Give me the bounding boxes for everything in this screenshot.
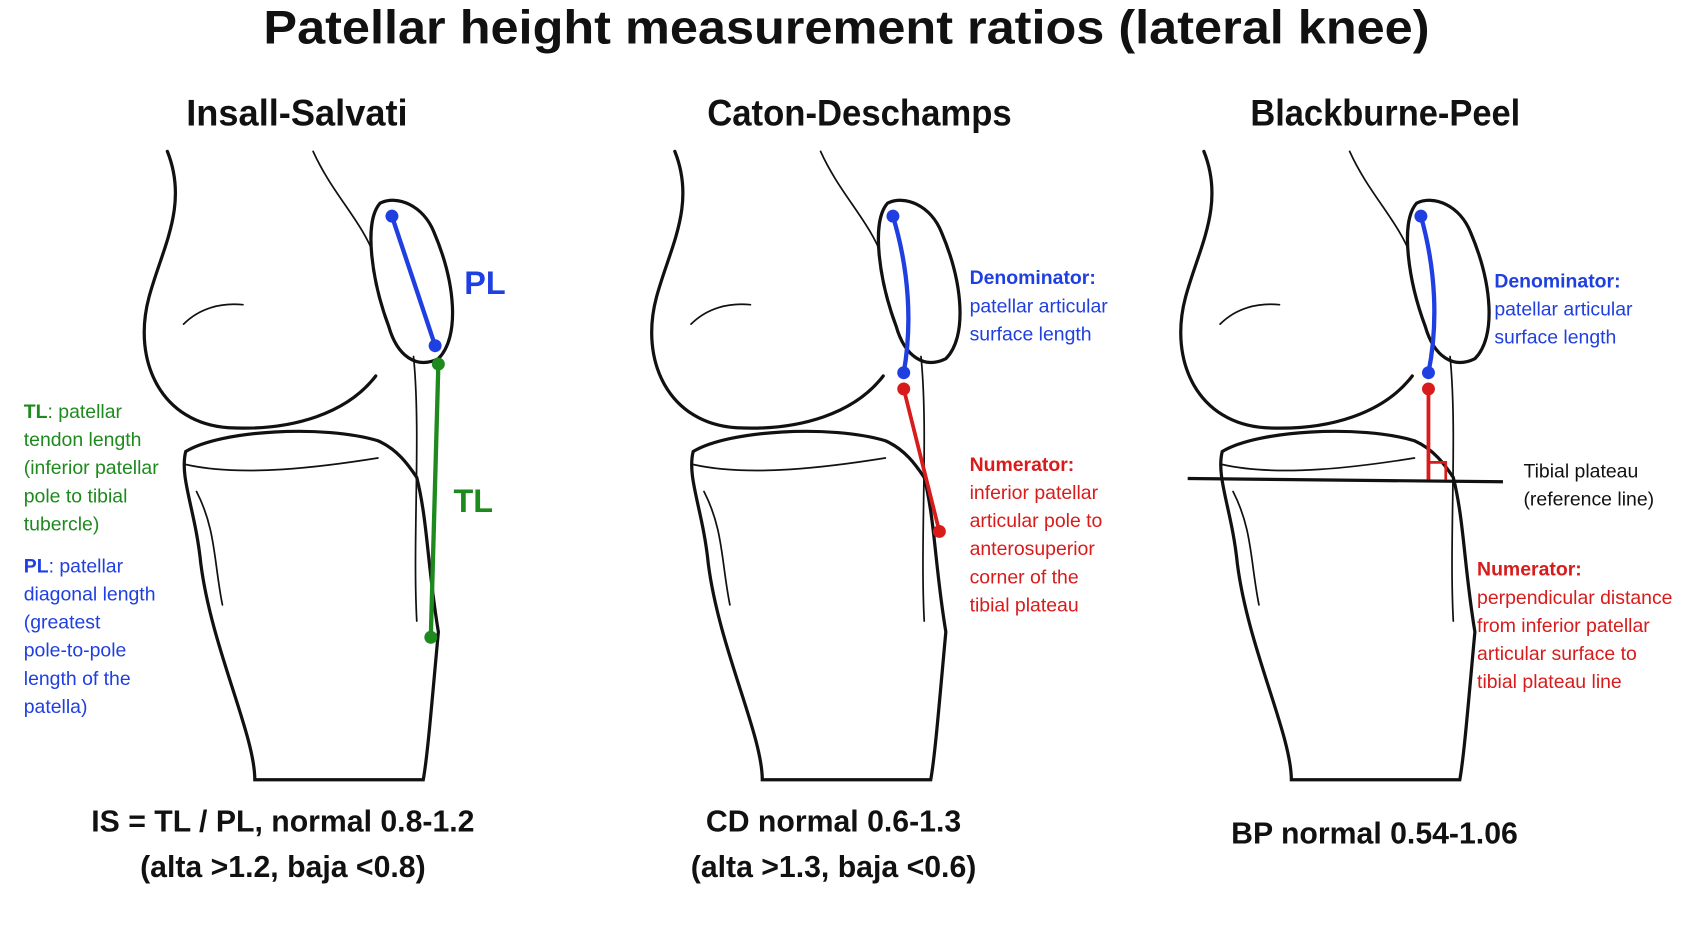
note-line: Tibial plateau <box>1523 460 1638 482</box>
knee-drawing <box>1179 149 1491 782</box>
pl-note: PL: patellar diagonal length (greatest pole… <box>24 555 156 717</box>
note-line: articular pole to <box>970 510 1103 532</box>
note-line: anterosuperior <box>970 538 1096 560</box>
note-line: tendon length <box>24 429 142 451</box>
point <box>1421 366 1435 380</box>
note-line: length of the <box>24 668 131 690</box>
knee-drawing <box>142 149 455 782</box>
right-angle <box>1428 460 1448 480</box>
denominator-note: Denominator: patellar articular surface le… <box>970 267 1109 345</box>
point <box>428 339 442 353</box>
numerator-note: Numerator: perpendicular distance from inf… <box>1477 559 1672 693</box>
note-line: patella) <box>24 696 88 718</box>
panel-heading: Caton-Deschamps <box>707 92 1011 133</box>
numerator-note: Numerator: inferior patellar articular pol… <box>970 454 1103 616</box>
note-line: PL: patellar <box>24 555 124 577</box>
pl-label: PL <box>464 265 505 301</box>
point <box>897 366 911 380</box>
note-line: corner of the <box>970 566 1079 588</box>
knee-drawing <box>650 149 962 782</box>
point <box>897 382 911 396</box>
note-line: pole to tibial <box>24 485 128 507</box>
note-line: surface length <box>1494 327 1616 349</box>
point <box>385 209 399 223</box>
point <box>932 524 946 538</box>
panel-heading: Insall-Salvati <box>186 92 407 133</box>
pl-line <box>890 215 911 374</box>
formula: (alta >1.3, baja <0.6) <box>691 851 977 884</box>
note-line: patellar articular <box>970 295 1109 317</box>
note-line: Denominator: <box>970 267 1096 289</box>
note-line: pole-to-pole <box>24 640 127 662</box>
note-line: surface length <box>970 323 1092 345</box>
note-line: perpendicular distance <box>1477 587 1672 609</box>
denominator-note: Denominator: patellar articular surface le… <box>1494 270 1633 348</box>
title: Patellar height measurement ratios (late… <box>263 1 1429 54</box>
pl-line <box>389 215 438 347</box>
note-term: TL <box>24 401 48 423</box>
formula: CD normal 0.6-1.3 <box>706 806 961 839</box>
note-line: TL: patellar <box>24 401 123 423</box>
note-term: PL <box>24 555 49 577</box>
tl-line <box>428 364 441 638</box>
note-text: : patellar <box>47 401 122 423</box>
note-line: tubercle) <box>24 513 100 535</box>
tl-label: TL <box>453 483 493 519</box>
point <box>1414 209 1428 223</box>
cd-line <box>901 388 942 532</box>
point <box>424 630 438 644</box>
note-line: Numerator: <box>970 454 1075 476</box>
note-line: diagonal length <box>24 584 156 606</box>
formula: IS = TL / PL, normal 0.8-1.2 <box>91 806 474 839</box>
note-line: Denominator: <box>1494 270 1620 292</box>
formula: BP normal 0.54-1.06 <box>1231 817 1518 850</box>
note-text: : patellar <box>49 555 124 577</box>
note-line: from inferior patellar <box>1477 615 1650 637</box>
note-line: (inferior patellar <box>24 457 159 479</box>
note-line: tibial plateau line <box>1477 671 1622 693</box>
formula: (alta >1.2, baja <0.8) <box>140 851 426 884</box>
note-line: (greatest <box>24 612 101 634</box>
point <box>431 357 445 371</box>
plateau-line <box>1187 476 1503 484</box>
point <box>886 209 900 223</box>
note-line: patellar articular <box>1494 298 1633 320</box>
note-line: Numerator: <box>1477 559 1582 581</box>
note-line: articular surface to <box>1477 643 1637 665</box>
tl-note: TL: patellar tendon length (inferior patel… <box>24 401 159 535</box>
pl-line <box>1418 215 1437 374</box>
note-line: tibial plateau <box>970 594 1079 616</box>
note-line: (reference line) <box>1523 489 1654 511</box>
point <box>1421 382 1435 396</box>
plateau-note: Tibial plateau (reference line) <box>1523 460 1654 510</box>
panel-heading: Blackburne-Peel <box>1250 92 1520 133</box>
note-line: inferior patellar <box>970 482 1099 504</box>
